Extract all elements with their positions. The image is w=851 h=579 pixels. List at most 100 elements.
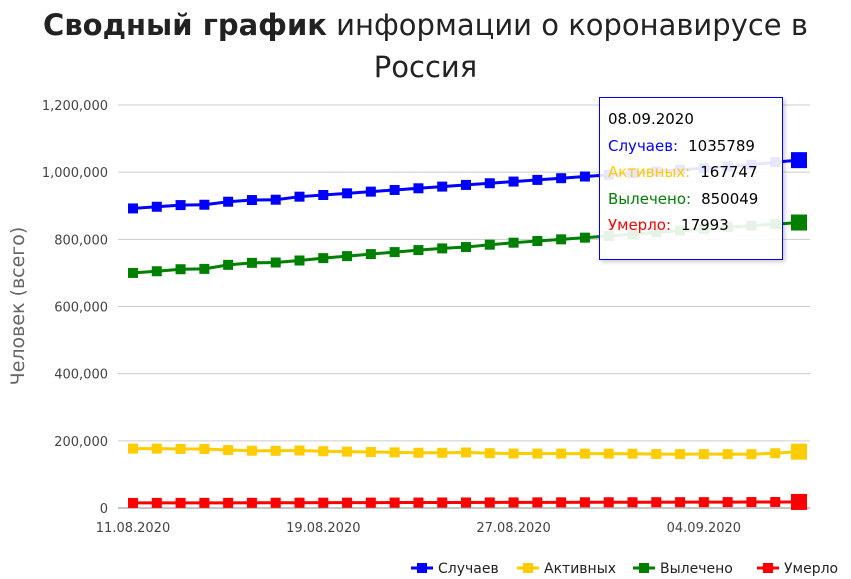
- data-point: [556, 173, 567, 184]
- data-point: [484, 497, 495, 508]
- y-tick-label: 1,200,000: [42, 99, 108, 114]
- data-point: [791, 443, 807, 460]
- x-tick-label: 19.08.2020: [286, 521, 360, 536]
- data-point: [175, 264, 186, 275]
- data-point: [365, 497, 376, 508]
- data-point: [342, 497, 353, 508]
- data-point: [365, 186, 376, 197]
- data-point: [128, 203, 138, 214]
- y-tick-label: 200,000: [54, 435, 108, 450]
- data-point: [413, 245, 424, 256]
- y-tick-label: 0: [100, 502, 108, 517]
- y-axis-label: Человек (всего): [7, 227, 29, 386]
- data-point: [437, 447, 448, 458]
- data-point: [246, 195, 257, 206]
- data-point: [199, 263, 210, 274]
- data-point: [175, 497, 186, 508]
- data-point: [270, 445, 281, 456]
- data-point: [532, 236, 543, 247]
- data-point: [270, 497, 281, 508]
- data-point: [342, 446, 353, 457]
- data-point: [223, 497, 234, 508]
- data-point: [698, 449, 709, 460]
- tooltip: 08.09.2020 Случаев: 1035789 Активных: 1677…: [599, 97, 783, 260]
- data-point: [556, 234, 567, 245]
- data-point: [579, 497, 590, 508]
- data-point: [318, 190, 329, 201]
- data-point: [579, 232, 590, 243]
- data-point: [199, 497, 210, 508]
- data-point: [151, 201, 162, 212]
- data-point: [484, 448, 495, 459]
- data-point: [461, 447, 471, 458]
- data-point: [651, 497, 662, 508]
- data-point: [246, 445, 257, 456]
- data-point: [484, 178, 495, 189]
- data-point: [603, 497, 614, 508]
- legend-label: Умерло: [784, 561, 838, 577]
- data-point: [746, 497, 757, 508]
- data-point: [532, 174, 543, 185]
- data-point: [128, 267, 138, 278]
- data-point: [556, 497, 567, 508]
- data-point: [770, 448, 781, 459]
- data-point: [246, 497, 257, 508]
- data-point: [461, 242, 471, 253]
- chart-title: Сводный график информации о коронавирусе…: [0, 4, 851, 88]
- tooltip-date: 08.09.2020: [608, 110, 694, 128]
- legend-marker: [639, 563, 649, 573]
- data-point: [532, 448, 543, 459]
- x-tick-label: 11.08.2020: [96, 521, 170, 536]
- data-point: [389, 247, 400, 258]
- data-point: [270, 257, 281, 268]
- data-point: [365, 249, 376, 260]
- tooltip-row-active: Активных: 167747: [608, 163, 758, 181]
- data-point: [484, 239, 495, 250]
- data-point: [342, 188, 353, 199]
- y-tick-label: 800,000: [54, 233, 108, 248]
- data-point: [746, 449, 757, 460]
- data-point: [294, 497, 305, 508]
- data-point: [413, 447, 424, 458]
- data-point: [770, 496, 781, 507]
- data-point: [151, 443, 162, 454]
- data-point: [389, 497, 400, 508]
- tooltip-row-recovered: Вылечено: 850049: [608, 189, 759, 208]
- data-point: [722, 497, 733, 508]
- data-point: [791, 493, 807, 510]
- data-point: [294, 255, 305, 266]
- y-tick-label: 600,000: [54, 301, 108, 316]
- data-point: [461, 497, 471, 508]
- data-point: [461, 179, 471, 190]
- data-point: [508, 448, 519, 459]
- title-rest: информации о коронавирусе в Россия: [326, 8, 808, 84]
- data-point: [722, 449, 733, 460]
- data-point: [294, 445, 305, 456]
- x-tick-label: 04.09.2020: [667, 521, 741, 536]
- data-point: [532, 497, 543, 508]
- data-point: [246, 257, 257, 268]
- data-point: [627, 448, 638, 459]
- data-point: [579, 171, 590, 182]
- title-bold: Сводный график: [43, 8, 327, 42]
- data-point: [223, 196, 234, 207]
- legend-label: Вылечено: [660, 561, 733, 577]
- data-point: [651, 449, 662, 460]
- data-point: [318, 497, 329, 508]
- data-point: [413, 497, 424, 508]
- data-point: [128, 497, 138, 508]
- legend-marker: [417, 563, 427, 573]
- data-point: [342, 251, 353, 262]
- legend-label: Активных: [544, 561, 616, 577]
- data-point: [556, 448, 567, 459]
- data-point: [389, 447, 400, 458]
- data-point: [437, 497, 448, 508]
- data-point: [151, 266, 162, 277]
- data-point: [603, 448, 614, 459]
- data-point: [270, 194, 281, 205]
- data-point: [365, 446, 376, 457]
- data-point: [318, 253, 329, 264]
- data-point: [128, 443, 138, 454]
- data-point: [791, 214, 807, 231]
